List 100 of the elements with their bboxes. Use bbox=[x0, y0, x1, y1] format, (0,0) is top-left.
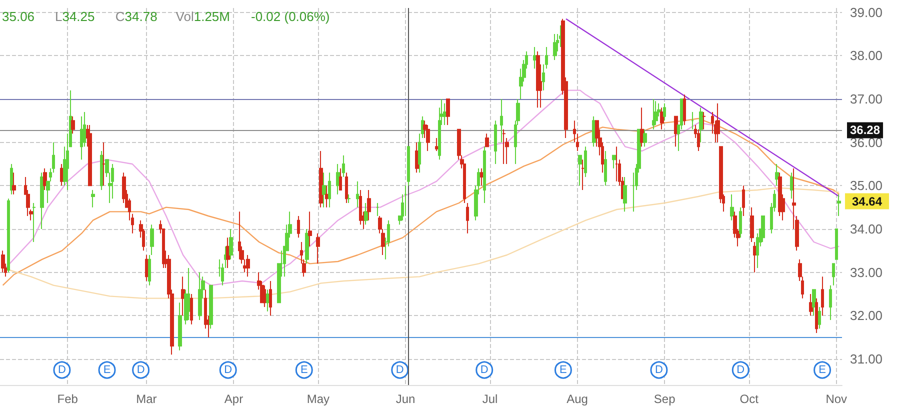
candlestick bbox=[226, 237, 230, 268]
candlestick bbox=[347, 194, 351, 204]
candlestick bbox=[376, 202, 379, 216]
candlestick bbox=[181, 276, 185, 316]
candlestick bbox=[559, 24, 562, 48]
candlestick bbox=[640, 107, 644, 148]
x-tick-label: Apr bbox=[224, 392, 244, 406]
x-tick-label: May bbox=[306, 392, 330, 406]
annotation: 35.06 bbox=[2, 9, 35, 24]
candlestick bbox=[145, 254, 148, 282]
candlestick bbox=[809, 294, 813, 316]
annotation: C34.78 bbox=[115, 9, 158, 24]
candlestick bbox=[198, 272, 202, 320]
candlestick bbox=[643, 128, 647, 148]
candlestick bbox=[364, 202, 368, 226]
annotation: D bbox=[736, 364, 745, 376]
candlestick bbox=[536, 50, 540, 108]
candlestick bbox=[775, 164, 779, 186]
candlestick bbox=[466, 202, 469, 234]
annotation: D bbox=[396, 364, 404, 376]
candlestick bbox=[790, 172, 793, 200]
candlestick bbox=[446, 98, 450, 126]
candlestick bbox=[404, 185, 407, 216]
candlestick bbox=[832, 263, 835, 286]
ref-line-label: 36.28 bbox=[850, 123, 880, 138]
x-tick-label: Mar bbox=[136, 392, 157, 406]
annotation: E bbox=[103, 364, 111, 376]
candlestick bbox=[742, 185, 745, 216]
candlestick bbox=[691, 112, 694, 130]
candlestick bbox=[480, 168, 483, 186]
candlestick bbox=[818, 306, 821, 330]
y-tick-label: 32.00 bbox=[850, 308, 883, 324]
candlestick bbox=[407, 146, 410, 186]
annotation: Vol1.25M bbox=[176, 9, 230, 24]
y-tick-label: 39.00 bbox=[850, 4, 883, 20]
annotation: E bbox=[560, 364, 567, 376]
candlestick bbox=[829, 284, 832, 320]
candlestick bbox=[150, 224, 154, 256]
candlestick bbox=[778, 172, 782, 216]
candlestick bbox=[674, 116, 678, 148]
candlestick bbox=[305, 228, 309, 264]
y-tick-label: 36.00 bbox=[850, 134, 883, 150]
candlestick bbox=[308, 211, 312, 247]
candlestick bbox=[415, 142, 419, 174]
candlestick bbox=[148, 254, 151, 286]
candlestick bbox=[356, 180, 359, 208]
candlestick bbox=[345, 172, 348, 204]
candlestick bbox=[483, 146, 486, 204]
candlestick bbox=[702, 112, 706, 130]
candlestick bbox=[623, 176, 627, 212]
candlestick bbox=[815, 298, 818, 334]
candlestick bbox=[730, 194, 734, 221]
candlestick bbox=[739, 206, 742, 238]
x-tick-label: Nov bbox=[826, 392, 848, 406]
candlestick bbox=[209, 284, 213, 330]
candlestick bbox=[683, 94, 686, 126]
candlestick bbox=[756, 232, 759, 268]
candlestick bbox=[581, 159, 585, 190]
candlestick bbox=[269, 280, 272, 316]
candlestick bbox=[339, 168, 342, 190]
candlestick bbox=[359, 190, 362, 226]
annotation: E bbox=[300, 364, 308, 376]
x-tick-label: Jul bbox=[482, 392, 498, 406]
candlestick bbox=[697, 128, 700, 152]
candlestick bbox=[426, 124, 430, 152]
candlestick bbox=[190, 294, 193, 325]
x-tick-label: Jun bbox=[396, 392, 416, 406]
candlestick bbox=[319, 150, 323, 208]
annotation: L34.25 bbox=[55, 9, 95, 24]
candlestick bbox=[502, 128, 506, 164]
candlestick bbox=[821, 276, 824, 316]
y-tick-label: 37.00 bbox=[850, 92, 883, 106]
candlestick bbox=[837, 194, 841, 216]
candlestick bbox=[612, 154, 616, 169]
candlestick bbox=[578, 154, 582, 186]
x-tick-label: Aug bbox=[566, 392, 588, 406]
candlestick bbox=[367, 190, 371, 221]
candlestick bbox=[263, 284, 266, 308]
annotation: E bbox=[818, 364, 826, 376]
candlestick bbox=[660, 107, 664, 130]
y-tick-label: 31.00 bbox=[850, 352, 883, 366]
y-tick-label: 35.00 bbox=[850, 178, 883, 194]
candlestick bbox=[533, 46, 537, 70]
candlestick bbox=[322, 172, 326, 208]
candlestick bbox=[316, 232, 320, 264]
candlestick bbox=[435, 138, 438, 152]
annotation: -0.02 (0.06%) bbox=[251, 9, 330, 24]
candlestick bbox=[663, 102, 666, 122]
candlestick bbox=[178, 302, 182, 351]
candlestick bbox=[336, 164, 340, 195]
candlestick bbox=[494, 120, 497, 164]
candlestick bbox=[654, 100, 658, 126]
candlestick bbox=[652, 98, 655, 130]
candlestick bbox=[246, 254, 250, 278]
candlestick bbox=[812, 289, 816, 316]
y-tick-label: 38.00 bbox=[850, 48, 883, 64]
candlestick bbox=[328, 172, 331, 208]
candlestick bbox=[266, 289, 269, 312]
y-tick-label: 34.00 bbox=[850, 222, 883, 236]
candlestick bbox=[443, 102, 447, 126]
